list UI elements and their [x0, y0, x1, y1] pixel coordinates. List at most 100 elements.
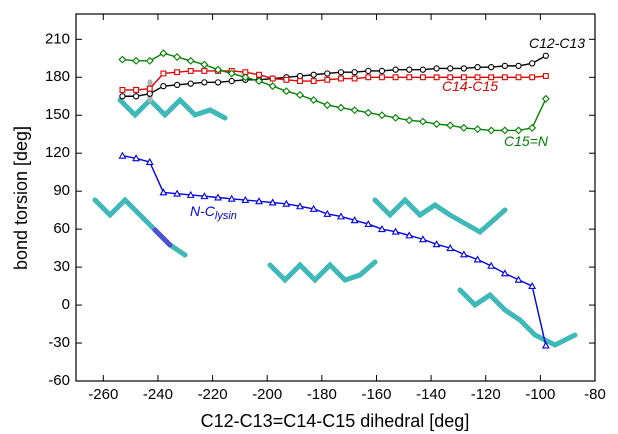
series-label: N-Clysin [190, 203, 237, 222]
point [175, 70, 180, 75]
point [270, 200, 276, 205]
point [310, 97, 316, 103]
point [119, 56, 125, 62]
y-tick-label: 0 [62, 296, 70, 313]
y-tick-label: 60 [53, 220, 70, 237]
point [365, 221, 371, 226]
point [338, 70, 343, 75]
point [311, 79, 316, 84]
point [339, 76, 344, 81]
series-label-text: C14-C15 [442, 78, 498, 94]
point [161, 84, 166, 89]
x-tick-label: -220 [198, 386, 228, 403]
point [488, 127, 494, 133]
point [338, 213, 344, 218]
point [433, 121, 439, 127]
y-tick-label: 150 [45, 106, 70, 123]
series-label-text: C12-C13 [529, 35, 585, 51]
series-label-text: C15=N [504, 133, 549, 149]
point [270, 76, 275, 81]
point [352, 76, 357, 81]
point [257, 72, 262, 77]
point [420, 236, 426, 241]
point [529, 125, 535, 131]
point [516, 63, 521, 68]
point [147, 86, 152, 91]
point [406, 232, 412, 237]
point [475, 65, 480, 70]
point [434, 66, 439, 71]
point [283, 201, 289, 206]
point [543, 53, 548, 58]
point [188, 81, 193, 86]
point [284, 77, 289, 82]
point [188, 58, 194, 64]
x-tick-label: -260 [88, 386, 118, 403]
point [366, 75, 371, 80]
point [242, 197, 248, 202]
point [502, 75, 507, 80]
point [543, 74, 548, 79]
point [325, 71, 330, 76]
point [202, 69, 207, 74]
y-axis-label: bond torsion [deg] [11, 126, 31, 270]
series-label: C14-C15 [442, 78, 498, 94]
point [474, 126, 480, 132]
point [298, 79, 303, 84]
point [174, 191, 180, 196]
point [379, 226, 385, 231]
series-label: C12-C13 [529, 35, 585, 51]
point [269, 83, 275, 89]
point [297, 73, 302, 78]
point [351, 107, 357, 113]
point [297, 92, 303, 98]
point [352, 217, 358, 222]
x-tick-label: -80 [584, 386, 606, 403]
point [325, 77, 330, 82]
point [188, 69, 193, 74]
point [502, 63, 507, 68]
point [529, 283, 535, 288]
point [489, 65, 494, 70]
point [215, 195, 221, 200]
point [434, 241, 440, 246]
point [406, 117, 412, 123]
x-tick-label: -100 [525, 386, 555, 403]
point [475, 257, 481, 262]
point [420, 67, 425, 72]
y-tick-label: -60 [48, 372, 70, 389]
x-tick-label: -120 [471, 386, 501, 403]
point [461, 66, 466, 71]
y-tick-label: 210 [45, 30, 70, 47]
point [379, 112, 385, 118]
point [174, 54, 180, 60]
x-tick-label: -160 [361, 386, 391, 403]
point [352, 70, 357, 75]
point [297, 203, 303, 208]
point [488, 263, 494, 268]
point [392, 115, 398, 121]
point [324, 102, 330, 108]
y-tick-label: 30 [53, 258, 70, 275]
point [120, 88, 125, 93]
point [379, 68, 384, 73]
point [161, 71, 166, 76]
point [311, 72, 316, 77]
x-tick-label: -140 [416, 386, 446, 403]
point [202, 80, 207, 85]
point [516, 277, 522, 282]
point [147, 159, 153, 164]
point [119, 153, 125, 158]
y-tick-label: 120 [45, 144, 70, 161]
molecule-decoration [95, 82, 575, 345]
point [133, 58, 139, 64]
point [421, 75, 426, 80]
point [201, 193, 207, 198]
y-tick-label: 180 [45, 68, 70, 85]
point [229, 78, 234, 83]
series-label: C15=N [504, 133, 549, 149]
point [516, 75, 521, 80]
point [147, 91, 152, 96]
point [434, 75, 439, 80]
point [324, 211, 330, 216]
